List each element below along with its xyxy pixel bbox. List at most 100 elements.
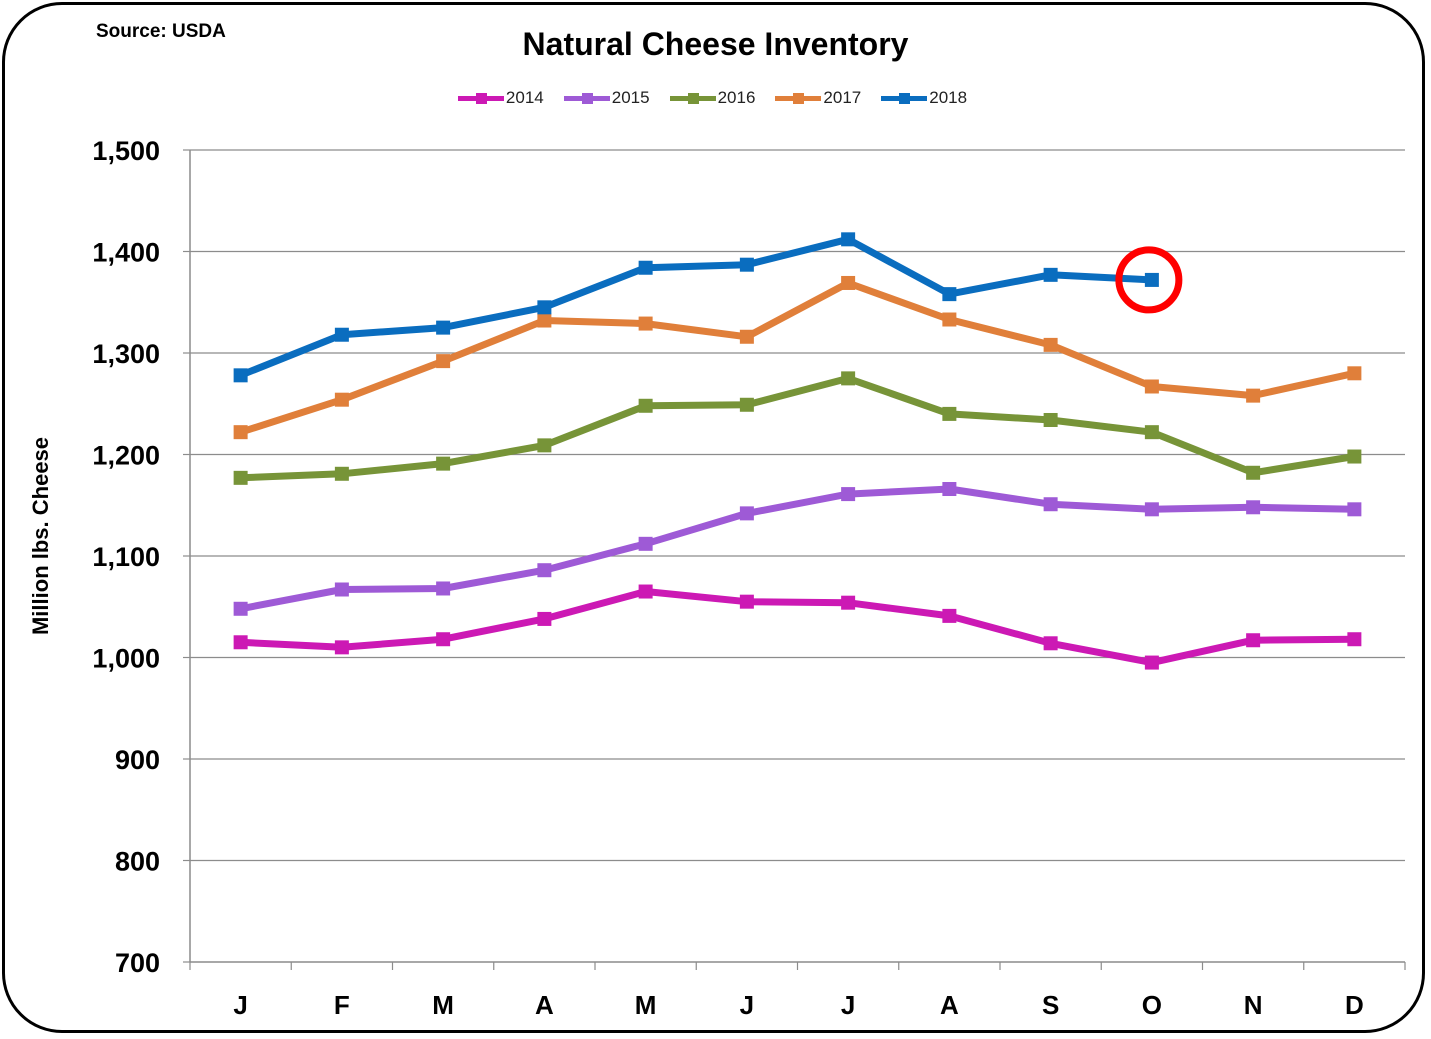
y-tick-label: 1,000 (92, 644, 160, 674)
data-point (537, 313, 552, 328)
data-point (638, 536, 653, 551)
source-note: Source: USDA (96, 21, 226, 42)
series-2016 (233, 371, 1362, 485)
data-point (436, 581, 451, 596)
legend-label: 2018 (929, 88, 968, 107)
data-point (942, 608, 957, 623)
data-point (233, 368, 248, 383)
chart-title: Natural Cheese Inventory (522, 26, 909, 62)
y-tick-label: 1,300 (92, 339, 160, 369)
data-point (942, 482, 957, 497)
legend-swatch (563, 88, 610, 108)
data-point (841, 232, 856, 247)
y-tick-label: 1,400 (92, 238, 160, 268)
gridlines (183, 149, 1405, 963)
x-tick-label: M (432, 990, 454, 1020)
data-point (739, 257, 754, 272)
x-tick-label: A (940, 990, 959, 1020)
series-line (240, 374, 1355, 482)
y-tick-label: 1,200 (92, 441, 160, 471)
data-point (1246, 633, 1261, 648)
data-point (537, 611, 552, 626)
legend-item-2015: 2015 (563, 88, 656, 108)
x-tick-label: S (1042, 990, 1059, 1020)
legend-item-2018: 2018 (881, 88, 973, 108)
data-point (1043, 497, 1058, 512)
data-point (334, 582, 349, 597)
data-point (841, 595, 856, 610)
legend-swatch (457, 88, 504, 108)
data-point (638, 316, 653, 331)
data-point (1043, 267, 1058, 282)
data-point (739, 594, 754, 609)
legend: 2014 2015 2016 2017 2018 (0, 88, 1431, 108)
data-point (942, 312, 957, 327)
data-point (233, 470, 248, 485)
data-point (233, 601, 248, 616)
y-tick-label: 900 (115, 745, 160, 775)
data-point (334, 640, 349, 655)
data-point (537, 300, 552, 315)
data-point (1144, 379, 1159, 394)
series-line (239, 279, 1356, 436)
data-point (1347, 366, 1362, 381)
series-2018 (233, 232, 1159, 383)
legend-label: 2017 (823, 88, 862, 107)
series-2017 (233, 275, 1362, 440)
data-point (537, 563, 552, 578)
data-point (1144, 425, 1159, 440)
y-tick-label: 1,100 (92, 542, 160, 572)
data-point (1144, 272, 1159, 287)
x-tick-label: O (1142, 990, 1162, 1020)
data-point (1043, 636, 1058, 651)
data-point (942, 287, 957, 302)
data-point (1347, 502, 1362, 517)
data-point (841, 275, 856, 290)
data-point (537, 438, 552, 453)
y-axis-label: Million lbs. Cheese (28, 437, 53, 635)
data-point (436, 320, 451, 335)
x-tick-label: D (1345, 990, 1364, 1020)
data-point (1246, 388, 1261, 403)
series-line (240, 588, 1355, 667)
data-point (1347, 632, 1362, 647)
data-point (233, 635, 248, 650)
data-point (841, 487, 856, 502)
data-point (436, 632, 451, 647)
x-tick-label: M (635, 990, 657, 1020)
x-tick-label: N (1244, 990, 1263, 1020)
series-2015 (233, 482, 1362, 616)
series-line (239, 485, 1355, 613)
series-line (239, 235, 1153, 379)
legend-item-2016: 2016 (669, 88, 762, 108)
data-point (739, 506, 754, 521)
data-point (334, 466, 349, 481)
legend-swatch (669, 88, 716, 108)
y-tick-label: 1,500 (92, 136, 160, 166)
legend-label: 2015 (611, 88, 650, 107)
data-point (1347, 449, 1362, 464)
y-tick-label: 700 (115, 948, 160, 978)
data-point (739, 329, 754, 344)
data-point (739, 397, 754, 412)
data-point (436, 354, 451, 369)
legend-item-2017: 2017 (775, 88, 867, 108)
data-point (1246, 465, 1261, 480)
x-tick-label: J (233, 990, 247, 1020)
y-tick-labels: 700 800 900 1,000 1,100 1,200 1,300 1,400 1,500 (92, 136, 160, 978)
x-tick-label: J (740, 990, 754, 1020)
x-tick-label: J (841, 990, 855, 1020)
legend-label: 2016 (717, 88, 756, 107)
legend-item-2014: 2014 (457, 88, 550, 108)
data-point (638, 584, 653, 599)
data-point (233, 425, 248, 440)
x-tick-label: A (535, 990, 554, 1020)
data-point (942, 406, 957, 421)
data-point (334, 327, 349, 342)
data-point (1144, 502, 1159, 517)
axes (189, 150, 1406, 970)
highlight-circle (1115, 246, 1183, 314)
y-tick-label: 800 (115, 847, 160, 877)
